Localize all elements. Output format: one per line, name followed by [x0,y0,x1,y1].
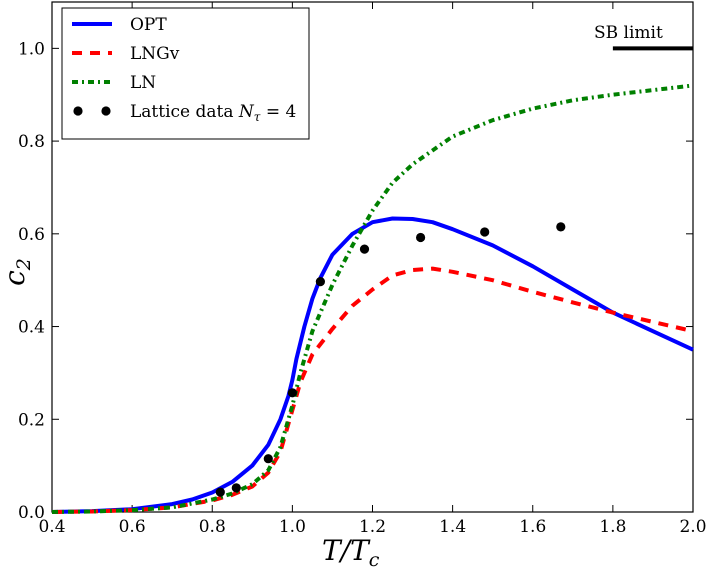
legend-label-lattice-n: N [238,102,255,122]
sb-limit-label: SB limit [594,23,663,43]
x-axis-label-sub: c [369,549,380,571]
series-layer [51,83,694,514]
legend-box [61,7,310,140]
lattice-data-point [556,222,566,232]
legend-label-lngv: LNGv [130,44,180,64]
y-axis-label: c2 [0,258,35,286]
series-line-lngv [51,266,694,514]
y-axis-ticks: 0.0 0.2 0.4 0.6 0.8 1.0 [18,39,693,523]
x-axis-ticks: 0.4 0.6 0.8 1.0 1.2 1.4 1.6 1.8 2.0 [38,2,706,537]
series-line-opt [51,216,694,514]
y-tick-label: 0.0 [18,503,45,523]
lattice-data-point [231,483,241,493]
lattice-data-point [315,277,325,287]
legend-label-ln: LN [130,73,156,93]
legend-marker-lattice-1 [73,106,83,116]
y-axis-label-main: c [0,270,31,286]
lattice-data-point [287,388,297,398]
series-line-ln [51,83,694,514]
x-tick-label: 0.6 [119,517,146,537]
lattice-data-point [263,454,273,464]
lattice-data-point [416,232,426,243]
legend: OPT LNGv LN Lattice data Nτ = 4 [61,7,310,140]
x-tick-label: 1.4 [439,517,466,537]
y-tick-label: 1.0 [18,39,45,59]
legend-label-lattice-text: Lattice data [130,102,234,122]
y-tick-label: 0.4 [18,318,45,338]
y-tick-label: 0.8 [18,132,45,152]
y-tick-label: 0.6 [18,225,45,245]
legend-label-opt: OPT [130,15,167,35]
y-tick-label: 0.2 [18,410,45,430]
scatter-layer [215,222,566,497]
x-tick-label: 2.0 [679,517,706,537]
legend-label-lattice-value: = 4 [260,102,296,122]
lattice-data-point [215,487,225,497]
x-tick-label: 1.6 [519,517,546,537]
x-axis-label: T/Tc [322,534,380,571]
legend-marker-lattice-2 [101,106,111,116]
lattice-data-point [480,227,490,237]
legend-label-lattice-sub: τ [254,110,261,124]
x-tick-label: 0.8 [199,517,226,537]
lattice-data-point [359,244,370,254]
y-axis-label-sub: 2 [13,258,35,271]
x-tick-label: 1.0 [279,517,306,537]
legend-label-lattice: Lattice data Nτ = 4 [130,102,296,124]
x-tick-label: 1.8 [599,517,626,537]
x-tick-label: 0.4 [38,517,65,537]
x-axis-label-main: T/T [322,534,371,567]
x-tick-label: 1.2 [359,517,386,537]
